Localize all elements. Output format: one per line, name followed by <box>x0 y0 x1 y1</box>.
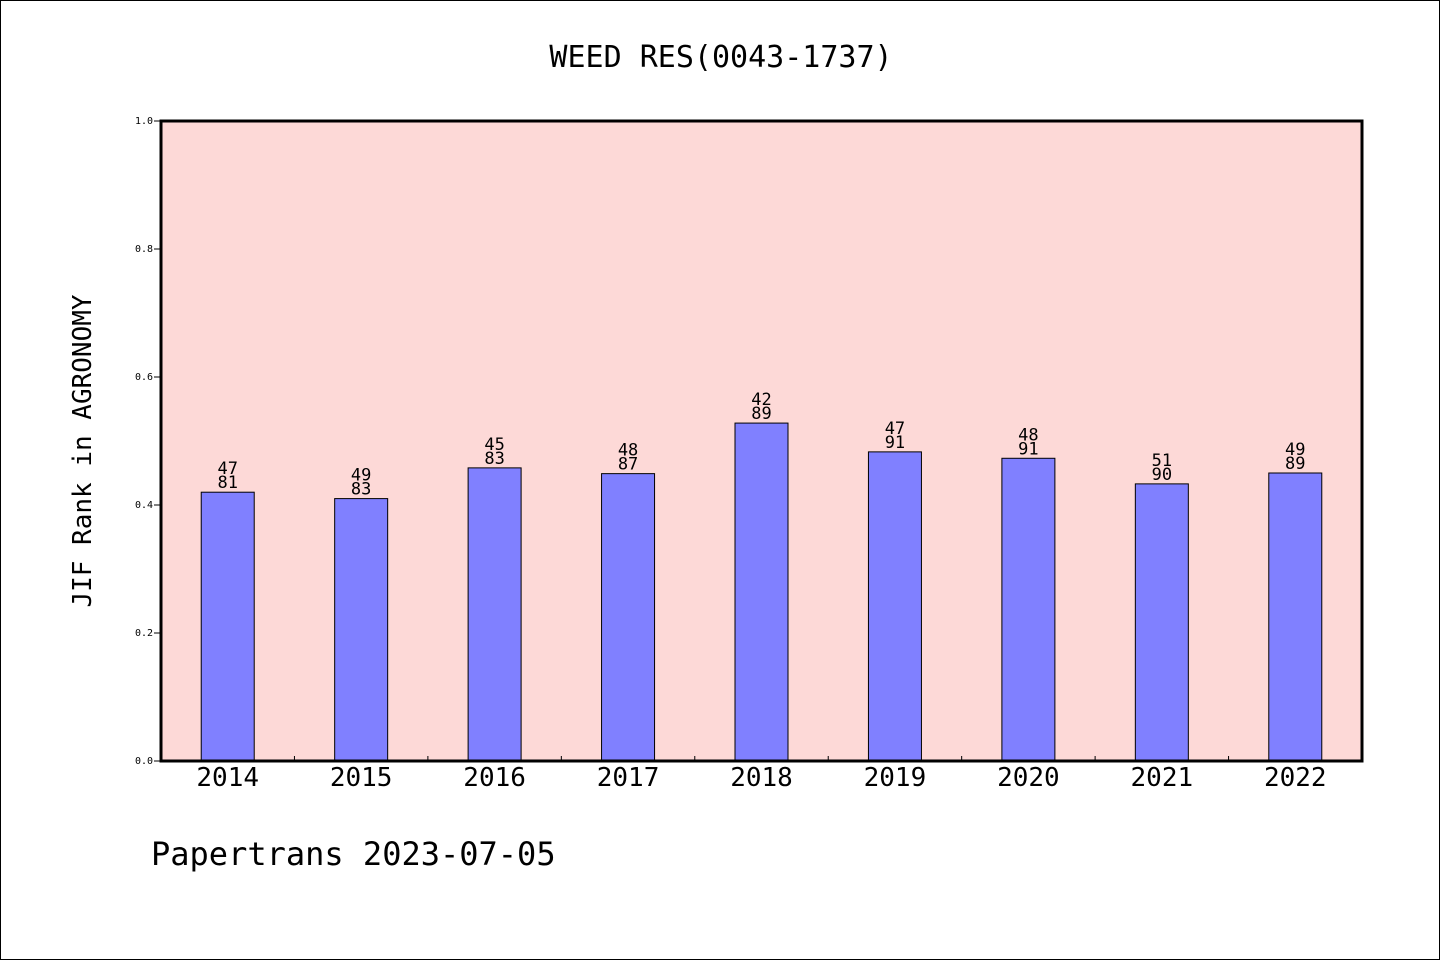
bar-2015 <box>334 498 389 762</box>
bar-2022 <box>1268 472 1323 762</box>
bar-label-top: 48 <box>618 441 638 461</box>
x-tick-label: 2017 <box>597 763 660 793</box>
bar-label-bottom: 87 <box>618 455 638 475</box>
x-tick-label: 2018 <box>730 763 793 793</box>
bar-2019 <box>867 451 922 762</box>
x-tick-label: 2021 <box>1131 763 1194 793</box>
x-tick-label: 2019 <box>864 763 927 793</box>
bar-label-bottom: 91 <box>885 433 905 453</box>
x-axis: 2014 2015 2016 2017 2018 2019 2020 2021 2022 <box>196 756 1327 793</box>
bar-label-bottom: 90 <box>1152 465 1172 485</box>
y-tick-label: 0.6 <box>135 372 153 383</box>
y-tick-label: 0.0 <box>135 756 153 767</box>
x-tick-label: 2014 <box>196 763 259 793</box>
x-tick-label: 2020 <box>997 763 1060 793</box>
y-tick-label: 0.4 <box>135 500 153 511</box>
bar-label-top: 42 <box>751 390 771 410</box>
bar-2018 <box>734 422 789 762</box>
footer-text: Papertrans 2023-07-05 <box>151 835 556 873</box>
y-tick-label: 0.8 <box>135 244 153 255</box>
bar-label-top: 51 <box>1152 451 1172 471</box>
bar-label-top: 45 <box>484 435 504 455</box>
bar-label-top: 49 <box>1285 440 1305 460</box>
y-tick-label: 1.0 <box>135 116 153 127</box>
bar-label-top: 49 <box>351 466 371 486</box>
y-tick-label: 0.2 <box>135 628 153 639</box>
y-axis: 0.0 0.2 0.4 0.6 0.8 1.0 <box>135 116 161 767</box>
bar-2017 <box>601 473 656 762</box>
bar-label-bottom: 89 <box>1285 454 1305 474</box>
chart-title: WEED RES(0043-1737) <box>549 40 892 75</box>
y-axis-label: JIF Rank in AGRONOMY <box>68 294 98 607</box>
bar-2021 <box>1134 483 1189 762</box>
bar-label-bottom: 89 <box>751 404 771 424</box>
bar-label-bottom: 83 <box>484 449 504 469</box>
bar-label-top: 47 <box>217 459 237 479</box>
bar-2020 <box>1001 457 1056 762</box>
x-tick-label: 2022 <box>1264 763 1327 793</box>
bar-2016 <box>467 467 522 762</box>
x-tick-label: 2015 <box>330 763 393 793</box>
x-tick-label: 2016 <box>463 763 526 793</box>
bar-label-bottom: 83 <box>351 480 371 500</box>
bar-label-top: 48 <box>1018 425 1038 445</box>
bar-label-bottom: 91 <box>1018 439 1038 459</box>
bar-label-top: 47 <box>885 419 905 439</box>
bar-label-bottom: 81 <box>217 473 237 493</box>
bar-2014 <box>200 491 255 762</box>
plot-border <box>159 119 1364 763</box>
